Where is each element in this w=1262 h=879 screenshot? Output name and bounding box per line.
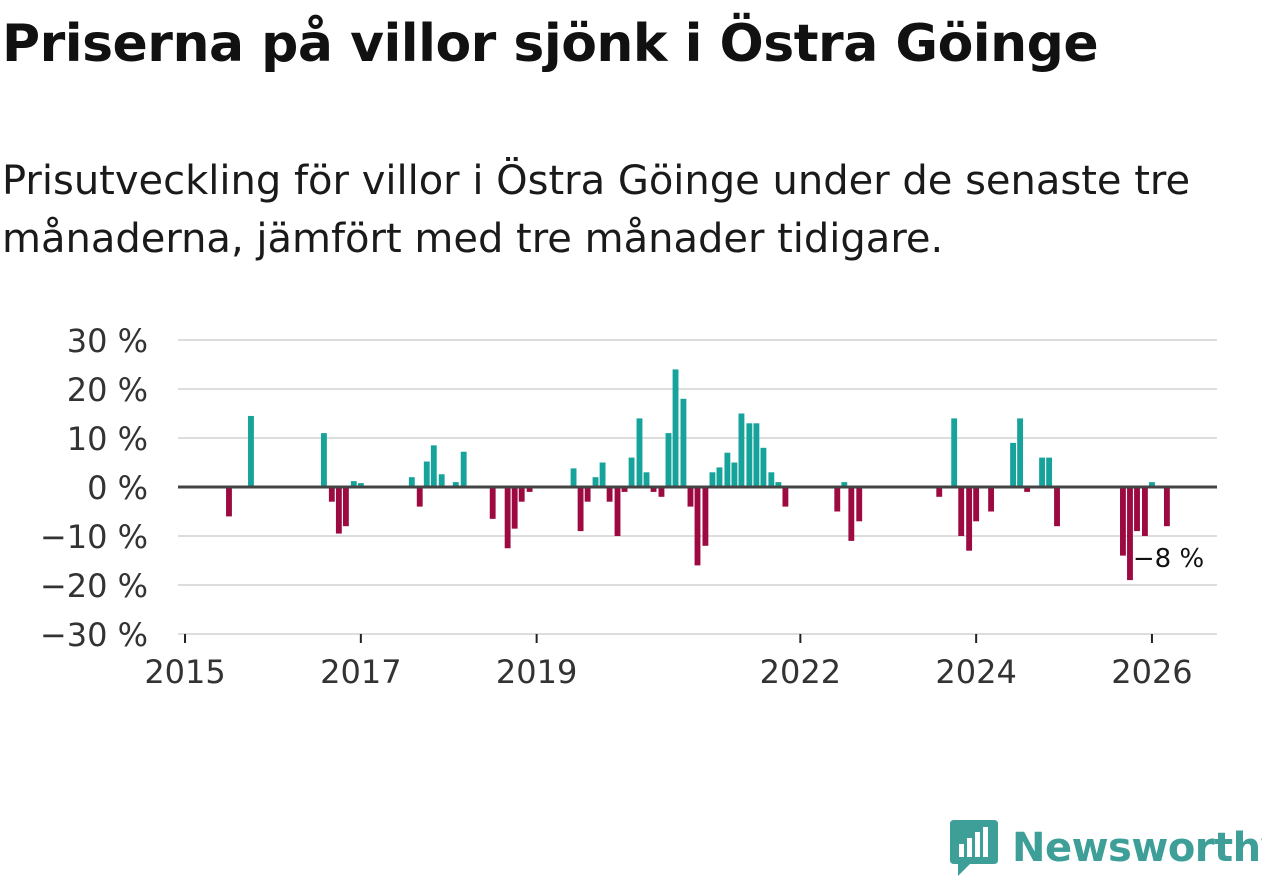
bar — [753, 423, 760, 487]
bar — [694, 487, 701, 566]
bar — [834, 487, 841, 512]
bar — [680, 398, 687, 487]
brand: Newsworthy — [948, 818, 1262, 878]
bar — [328, 487, 335, 502]
y-tick-label: −20 % — [40, 567, 148, 605]
y-tick-label: −30 % — [40, 616, 148, 654]
bar — [841, 482, 848, 487]
bar — [709, 472, 716, 487]
bar — [658, 487, 665, 497]
chart-subtitle: Prisutveckling för villor i Östra Göinge… — [2, 158, 1191, 262]
bar — [599, 462, 606, 487]
bar — [526, 487, 533, 492]
bar — [650, 487, 657, 492]
bar — [518, 487, 525, 502]
x-tick-label: 2019 — [496, 653, 577, 691]
y-tick-label: 10 % — [67, 420, 148, 458]
bar — [1120, 487, 1126, 556]
bar — [628, 457, 635, 487]
bar — [768, 472, 775, 487]
bar — [1010, 442, 1016, 487]
bar — [584, 487, 591, 502]
x-tick-label: 2022 — [760, 653, 841, 691]
brand-name: Newsworthy — [1012, 825, 1262, 871]
y-tick-label: 20 % — [67, 371, 148, 409]
bar — [430, 445, 437, 487]
bar — [320, 433, 327, 487]
bar — [782, 487, 789, 507]
bar — [592, 477, 599, 487]
bar — [775, 482, 782, 487]
bar — [335, 487, 342, 534]
bar — [760, 447, 767, 487]
bar — [248, 415, 254, 487]
bars — [178, 369, 1217, 581]
bar — [350, 481, 357, 487]
bar — [1163, 487, 1170, 527]
bar — [1017, 418, 1024, 487]
bar — [643, 472, 650, 487]
bar — [452, 482, 459, 487]
bar — [724, 452, 731, 487]
bar — [621, 487, 628, 492]
y-tick-label: 0 % — [87, 469, 148, 507]
bar — [672, 369, 679, 487]
bar — [746, 423, 753, 487]
bar — [614, 487, 621, 536]
bar — [1134, 487, 1140, 532]
bar — [951, 418, 958, 487]
bar — [408, 477, 415, 487]
bar — [1046, 457, 1053, 487]
x-tick-label: 2015 — [144, 653, 225, 691]
bar — [716, 467, 723, 487]
bar — [606, 487, 613, 502]
bar — [702, 487, 709, 546]
bar-chart: 30 %20 %10 %0 %−10 %−20 %−30 % 2015 2017 2… — [40, 322, 1217, 691]
bar — [416, 487, 423, 507]
gridlines — [178, 339, 1217, 635]
bar — [687, 487, 694, 507]
y-tick-label: 30 % — [67, 322, 148, 360]
bar — [489, 487, 496, 519]
bar — [511, 487, 518, 529]
bar — [848, 487, 855, 541]
bar — [438, 474, 445, 487]
bar — [423, 461, 430, 487]
bar — [936, 487, 943, 497]
x-tick-label: 2024 — [935, 653, 1016, 691]
x-tick-label: 2017 — [320, 653, 401, 691]
x-axis: 2015 2017 2019 2022 2024 2026 — [144, 634, 1193, 691]
bar — [342, 487, 349, 527]
bar — [731, 462, 738, 487]
bar — [966, 487, 973, 551]
annotations: −8 % — [1133, 544, 1204, 574]
bar — [1039, 457, 1046, 487]
chart-title: Priserna på villor sjönk i Östra Göinge — [2, 14, 1099, 74]
bar — [636, 418, 643, 487]
newsworthy-logo-icon — [950, 820, 998, 876]
bar — [665, 433, 672, 487]
bar — [988, 487, 995, 512]
bar — [1141, 487, 1148, 536]
y-axis: 30 % 20 % 10 % 0 % −10 % −20 % −30 % — [40, 322, 148, 654]
bar — [504, 487, 511, 549]
bar — [973, 487, 980, 522]
annotation-label: −8 % — [1133, 544, 1204, 574]
bar — [357, 483, 364, 487]
x-tick-label: 2026 — [1111, 653, 1192, 691]
bar — [856, 487, 863, 522]
y-tick-label: −10 % — [40, 518, 148, 556]
bar — [577, 487, 584, 532]
bar — [570, 468, 577, 487]
bar — [1127, 487, 1133, 581]
bar — [1149, 482, 1155, 487]
bar — [958, 487, 965, 536]
bar — [1054, 487, 1060, 527]
bar — [1024, 487, 1031, 492]
bar — [460, 451, 467, 487]
bar — [738, 413, 745, 487]
bar — [226, 487, 232, 517]
